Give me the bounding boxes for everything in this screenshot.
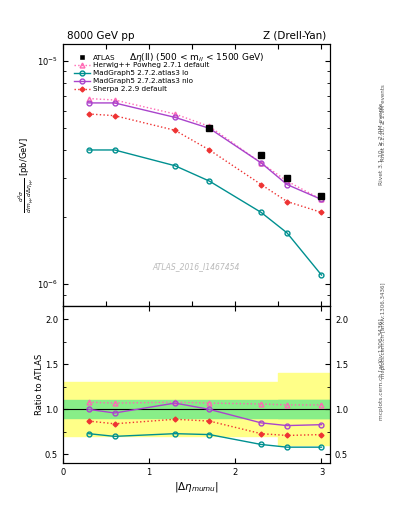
Text: 8000 GeV pp: 8000 GeV pp: [67, 31, 134, 41]
Y-axis label: $\frac{d^2\sigma}{d\,m_{\mu\mu}\,d\Delta\eta_{\mu\mu}}$ [pb/GeV]: $\frac{d^2\sigma}{d\,m_{\mu\mu}\,d\Delta…: [16, 137, 36, 212]
Y-axis label: Ratio to ATLAS: Ratio to ATLAS: [35, 354, 44, 415]
Text: Z (Drell-Yan): Z (Drell-Yan): [263, 31, 326, 41]
Text: mcplots.cern.ch [arXiv:1306.3436]: mcplots.cern.ch [arXiv:1306.3436]: [381, 283, 386, 378]
Legend: ATLAS, Herwig++ Powheg 2.7.1 default, MadGraph5 2.7.2.atlas3 lo, MadGraph5 2.7.2: ATLAS, Herwig++ Powheg 2.7.1 default, Ma…: [71, 52, 212, 95]
Text: $\Delta\eta$(ll) (500 < m$_{ll}$ < 1500 GeV): $\Delta\eta$(ll) (500 < m$_{ll}$ < 1500 …: [129, 51, 264, 65]
Text: Rivet 3.1.10, ≥ 2.9M events: Rivet 3.1.10, ≥ 2.9M events: [381, 84, 386, 161]
X-axis label: $|\Delta\eta_{mumu}|$: $|\Delta\eta_{mumu}|$: [174, 480, 219, 494]
Text: mcplots.cern.ch [arXiv:1306.3436]: mcplots.cern.ch [arXiv:1306.3436]: [379, 318, 384, 419]
Text: Rivet 3.1.10, ≥ 2.9M events: Rivet 3.1.10, ≥ 2.9M events: [379, 102, 384, 185]
Text: ATLAS_2016_I1467454: ATLAS_2016_I1467454: [153, 262, 240, 271]
